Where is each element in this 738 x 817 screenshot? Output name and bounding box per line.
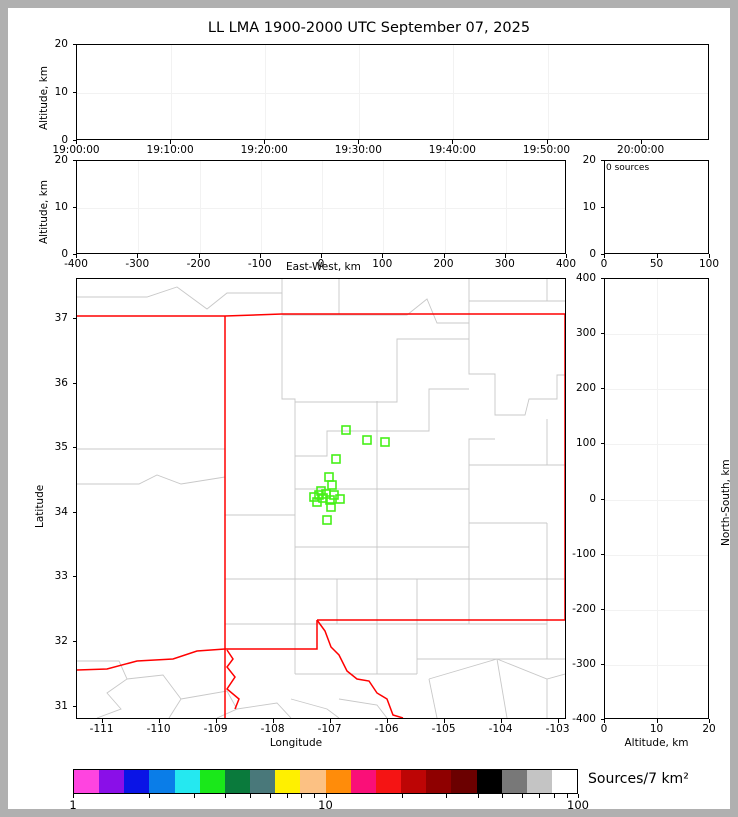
ns-tick-neg100: -100 xyxy=(572,547,596,560)
time-xtick-5: 19:50:00 xyxy=(522,144,571,156)
ew-xtick-3: -100 xyxy=(247,258,272,270)
ew-xtick-1: -300 xyxy=(125,258,150,270)
time-xtick-1: 19:10:00 xyxy=(146,144,194,156)
lon-tick-106: -106 xyxy=(374,723,399,735)
time-xtick-0: 19:00:00 xyxy=(52,144,100,156)
lon-tick-107: -107 xyxy=(317,723,342,735)
colorbar-segment-18 xyxy=(526,770,552,793)
colorbar-min-label: 1 xyxy=(69,798,77,812)
colorbar-mid-label: 10 xyxy=(318,798,333,812)
colorbar-segment-5 xyxy=(199,770,225,793)
lon-tick-108: -108 xyxy=(260,723,285,735)
time-xtick-2: 19:20:00 xyxy=(240,144,288,156)
lon-tick-111: -111 xyxy=(89,723,114,735)
ns-tick-300: 300 xyxy=(575,327,596,340)
lat-tick-36: 36 xyxy=(54,376,68,389)
colorbar-segment-0 xyxy=(74,770,100,793)
map-xlabel: Longitude xyxy=(269,737,323,749)
colorbar-segment-14 xyxy=(426,770,452,793)
north-south-height-panel[interactable] xyxy=(604,278,709,719)
time-panel-ylabel: Altitude, km xyxy=(38,65,50,130)
figure-title: LL LMA 1900-2000 UTC September 07, 2025 xyxy=(207,20,531,36)
colorbar-segment-1 xyxy=(99,770,125,793)
time-height-panel[interactable] xyxy=(76,44,709,140)
source-histogram-panel[interactable] xyxy=(604,160,709,254)
east-west-height-panel[interactable] xyxy=(76,160,566,254)
ew-xtick-4: 0 xyxy=(317,258,325,270)
colorbar-segment-10 xyxy=(325,770,351,793)
lat-tick-35: 35 xyxy=(54,441,68,454)
colorbar-segment-19 xyxy=(551,770,578,793)
lon-tick-105: -105 xyxy=(431,723,456,735)
ew-xtick-6: 200 xyxy=(433,258,454,270)
ew-xtick-7: 300 xyxy=(494,258,515,270)
ew-panel-xlabel: East-West, km xyxy=(286,261,361,273)
lon-tick-110: -110 xyxy=(146,723,171,735)
colorbar-max-label: 100 xyxy=(567,798,589,812)
ns-tick-400: 400 xyxy=(575,272,596,284)
lon-tick-103: -103 xyxy=(545,723,570,735)
lat-tick-37: 37 xyxy=(54,312,68,324)
lat-tick-31: 31 xyxy=(54,699,68,712)
colorbar-segment-4 xyxy=(174,770,200,793)
ew-panel-ytick-10: 10 xyxy=(54,201,68,213)
colorbar-label: Sources/7 km² xyxy=(588,771,689,787)
lat-tick-33: 33 xyxy=(54,570,68,583)
colorbar-segment-3 xyxy=(149,770,175,793)
ew-panel-ytick-20: 20 xyxy=(54,154,68,166)
colorbar-segment-8 xyxy=(275,770,301,793)
colorbar[interactable] xyxy=(73,769,578,794)
source-count-annotation: 0 sources xyxy=(606,163,650,173)
ns-xtick-20: 20 xyxy=(702,723,716,735)
lat-tick-32: 32 xyxy=(54,635,68,647)
time-panel-ytick-0: 0 xyxy=(61,134,68,146)
colorbar-segment-12 xyxy=(375,770,402,793)
ew-xtick-2: -200 xyxy=(186,258,211,270)
colorbar-segment-16 xyxy=(476,770,502,793)
map-ylabel: Latitude xyxy=(34,484,46,528)
lat-tick-34: 34 xyxy=(54,505,68,518)
ew-xtick-0: -400 xyxy=(64,258,88,270)
hist-xtick-0: 0 xyxy=(600,258,608,270)
ew-panel-ytick-0: 0 xyxy=(61,248,68,260)
hist-xtick-50: 50 xyxy=(649,258,664,270)
ns-tick-100: 100 xyxy=(575,437,596,450)
lon-tick-109: -109 xyxy=(203,723,228,735)
time-panel-ytick-20: 20 xyxy=(54,38,68,50)
ns-tick-neg300: -300 xyxy=(572,657,596,670)
time-xtick-4: 19:40:00 xyxy=(428,144,476,156)
plan-view-map-panel[interactable] xyxy=(76,278,566,719)
ns-panel-xlabel: Altitude, km xyxy=(624,737,689,749)
ew-xtick-5: 100 xyxy=(372,258,393,270)
ew-panel-ylabel: Altitude, km xyxy=(38,179,50,244)
hist-ytick-0: 0 xyxy=(589,248,596,260)
colorbar-segment-6 xyxy=(224,770,251,793)
colorbar-segment-15 xyxy=(451,770,477,793)
ns-xtick-10: 10 xyxy=(649,723,664,735)
colorbar-segment-11 xyxy=(350,770,376,793)
time-xtick-6: 20:00:00 xyxy=(617,144,665,156)
colorbar-segment-9 xyxy=(300,770,326,793)
ns-tick-neg400: -400 xyxy=(572,713,596,725)
ns-xtick-0: 0 xyxy=(600,723,608,735)
ns-tick-neg200: -200 xyxy=(572,602,596,615)
colorbar-segment-2 xyxy=(124,770,150,793)
colorbar-segment-7 xyxy=(250,770,276,793)
ns-panel-ylabel: North-South, km xyxy=(720,459,732,546)
hist-ytick-10: 10 xyxy=(582,201,596,213)
colorbar-segment-17 xyxy=(501,770,527,793)
lon-tick-104: -104 xyxy=(488,723,513,735)
hist-ytick-20: 20 xyxy=(582,154,596,166)
hist-xtick-100: 100 xyxy=(698,258,720,270)
time-xtick-3: 19:30:00 xyxy=(334,144,382,156)
map-geography xyxy=(77,279,565,718)
ns-tick-0: 0 xyxy=(589,492,596,505)
figure-canvas: LL LMA 1900-2000 UTC September 07, 2025 … xyxy=(8,8,732,812)
ew-xtick-8: 400 xyxy=(555,258,577,270)
colorbar-segment-13 xyxy=(401,770,427,793)
ns-tick-200: 200 xyxy=(575,382,596,395)
time-panel-ytick-10: 10 xyxy=(54,86,68,98)
